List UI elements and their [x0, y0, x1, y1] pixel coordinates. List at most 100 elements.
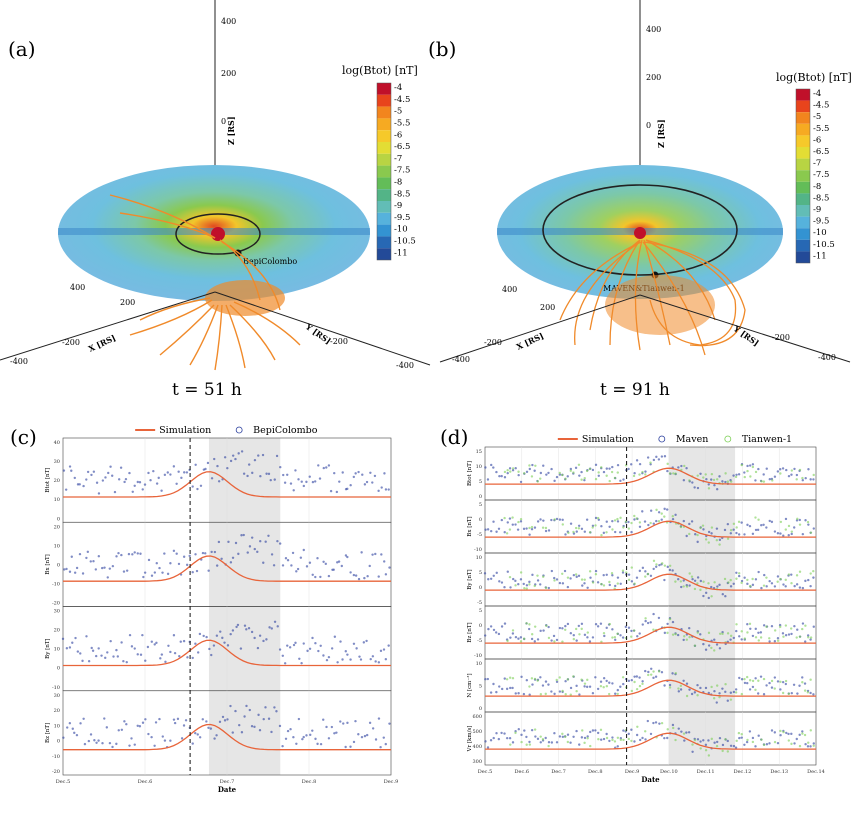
observation-point: [142, 575, 145, 579]
observation-point: [533, 677, 537, 681]
observation-point: [683, 739, 686, 742]
observation-point: [247, 463, 251, 466]
observation-point: [251, 471, 254, 475]
observation-point: [240, 731, 244, 734]
observation-point: [707, 582, 710, 585]
observation-point: [679, 684, 683, 688]
observation-point: [90, 646, 93, 650]
observation-point: [122, 570, 126, 573]
observation-point: [175, 552, 178, 555]
observation-point: [264, 540, 267, 543]
observation-point: [531, 683, 534, 686]
observation-point: [199, 484, 203, 487]
observation-point: [387, 644, 390, 647]
colorbar-swatch: [796, 170, 810, 182]
observation-point: [139, 552, 142, 555]
y-tick-label: 30: [54, 693, 60, 699]
observation-point: [682, 579, 685, 582]
observation-point: [740, 638, 743, 641]
colorbar-swatch: [796, 112, 810, 124]
observation-point: [332, 568, 335, 571]
observation-point: [663, 507, 666, 511]
y-tick-label: 20: [54, 524, 60, 530]
observation-point: [575, 530, 578, 533]
observation-point: [693, 587, 697, 591]
observation-point: [108, 567, 112, 570]
observation-point: [726, 522, 730, 526]
observation-point: [622, 738, 625, 742]
y-tick-label: 300: [472, 759, 482, 765]
observation-point: [743, 637, 747, 640]
observation-point: [790, 632, 793, 636]
observation-point: [525, 679, 529, 682]
observation-point: [795, 583, 799, 586]
observation-point: [735, 577, 738, 580]
observation-point: [671, 633, 675, 636]
observation-point: [740, 678, 744, 681]
panel-a: (a) 400 200 0 Z [RS] BepiColombo: [0, 0, 431, 400]
observation-point: [572, 573, 576, 577]
observation-point: [220, 557, 223, 561]
observation-point: [586, 678, 589, 682]
observation-point: [322, 718, 325, 721]
simulation-curve: [63, 639, 391, 667]
observation-point: [514, 692, 517, 695]
observation-point: [525, 527, 528, 530]
observation-point: [801, 479, 804, 482]
observation-point: [787, 732, 790, 736]
observation-point: [194, 642, 197, 645]
observation-point: [613, 519, 617, 522]
colorbar-swatch: [796, 135, 810, 147]
observation-point: [633, 514, 636, 518]
observation-point: [327, 655, 331, 659]
observation-point: [806, 745, 810, 748]
observation-point: [234, 457, 237, 461]
observation-point: [589, 730, 592, 734]
observation-point: [566, 622, 570, 626]
observation-point: [704, 538, 708, 541]
observation-point: [652, 559, 656, 563]
observation-point: [322, 654, 325, 657]
observation-point: [602, 737, 606, 741]
observation-point: [198, 736, 202, 739]
a-z-tick: 400: [221, 17, 236, 26]
observation-point: [600, 533, 603, 537]
observation-point: [111, 564, 115, 568]
observation-point: [779, 734, 782, 737]
observation-point: [371, 481, 374, 484]
observation-point: [82, 484, 85, 488]
x-tick-label: Dec.14: [807, 769, 825, 775]
observation-point: [388, 722, 391, 725]
observation-point: [558, 471, 561, 475]
observation-point: [627, 578, 631, 582]
observation-point: [564, 735, 567, 739]
observation-point: [812, 742, 815, 745]
legend-label: Maven: [676, 434, 709, 445]
observation-point: [533, 584, 536, 588]
observation-point: [652, 458, 656, 462]
y-tick-label: 5: [479, 502, 482, 508]
observation-point: [120, 553, 123, 557]
observation-point: [519, 520, 523, 523]
observation-point: [344, 745, 347, 749]
observation-point: [163, 473, 167, 477]
observation-point: [511, 629, 515, 632]
observation-point: [616, 520, 620, 523]
b-y-tick: -200: [772, 333, 790, 342]
observation-point: [749, 627, 752, 630]
panel-b-caption: t = 91 h: [600, 380, 670, 400]
observation-point: [245, 704, 248, 708]
y-tick-label: 10: [54, 497, 60, 503]
observation-point: [503, 531, 506, 534]
observation-point: [311, 573, 314, 576]
observation-point: [812, 693, 815, 696]
observation-point: [226, 718, 229, 721]
observation-point: [768, 519, 771, 523]
observation-point: [611, 465, 614, 469]
observation-point: [509, 586, 512, 589]
observation-point: [748, 584, 752, 588]
observation-point: [305, 734, 308, 737]
observation-point: [746, 681, 749, 685]
